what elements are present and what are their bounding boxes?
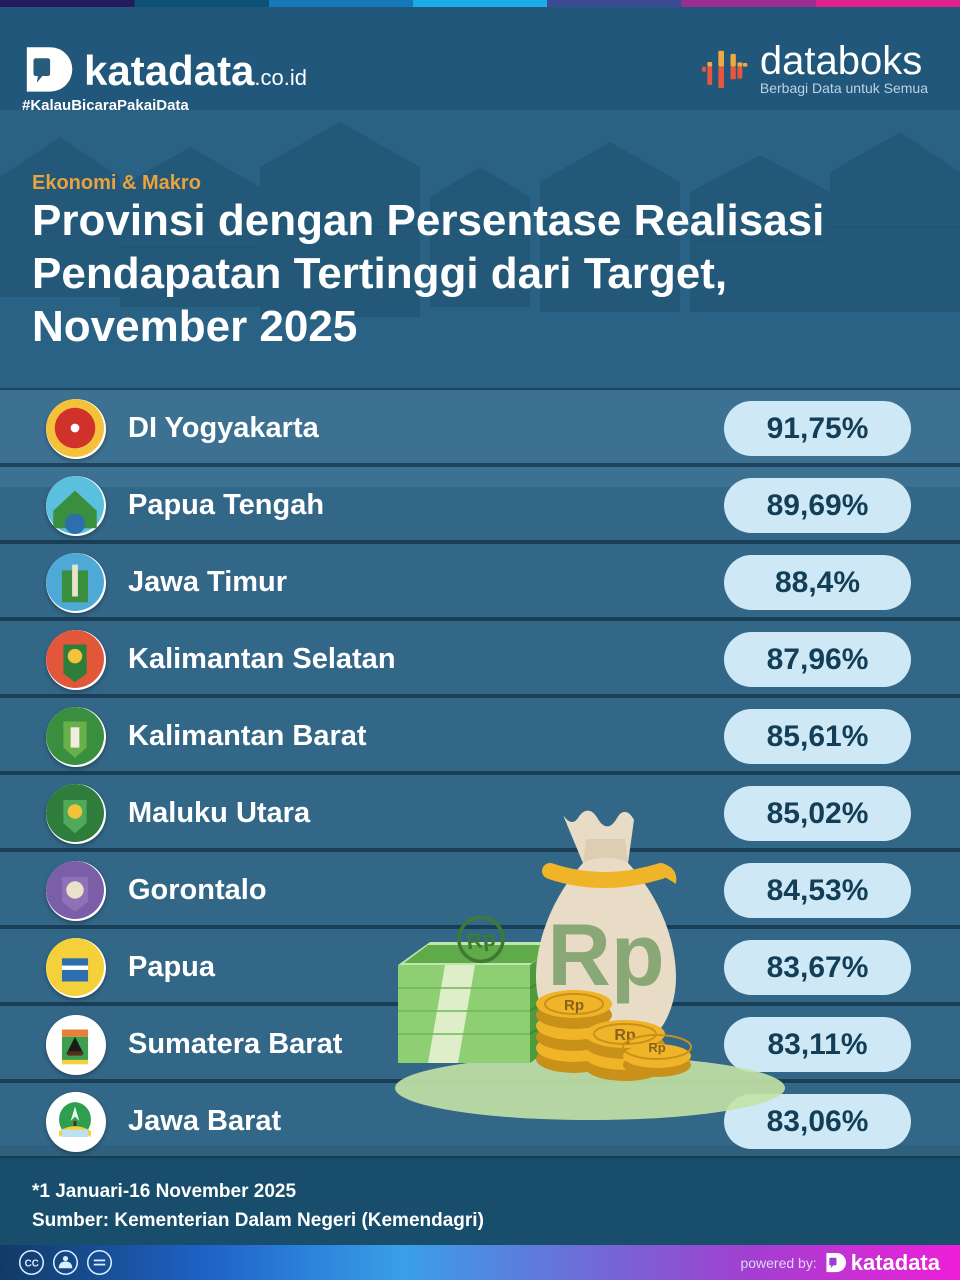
svg-text:CC: CC [25,1259,39,1270]
